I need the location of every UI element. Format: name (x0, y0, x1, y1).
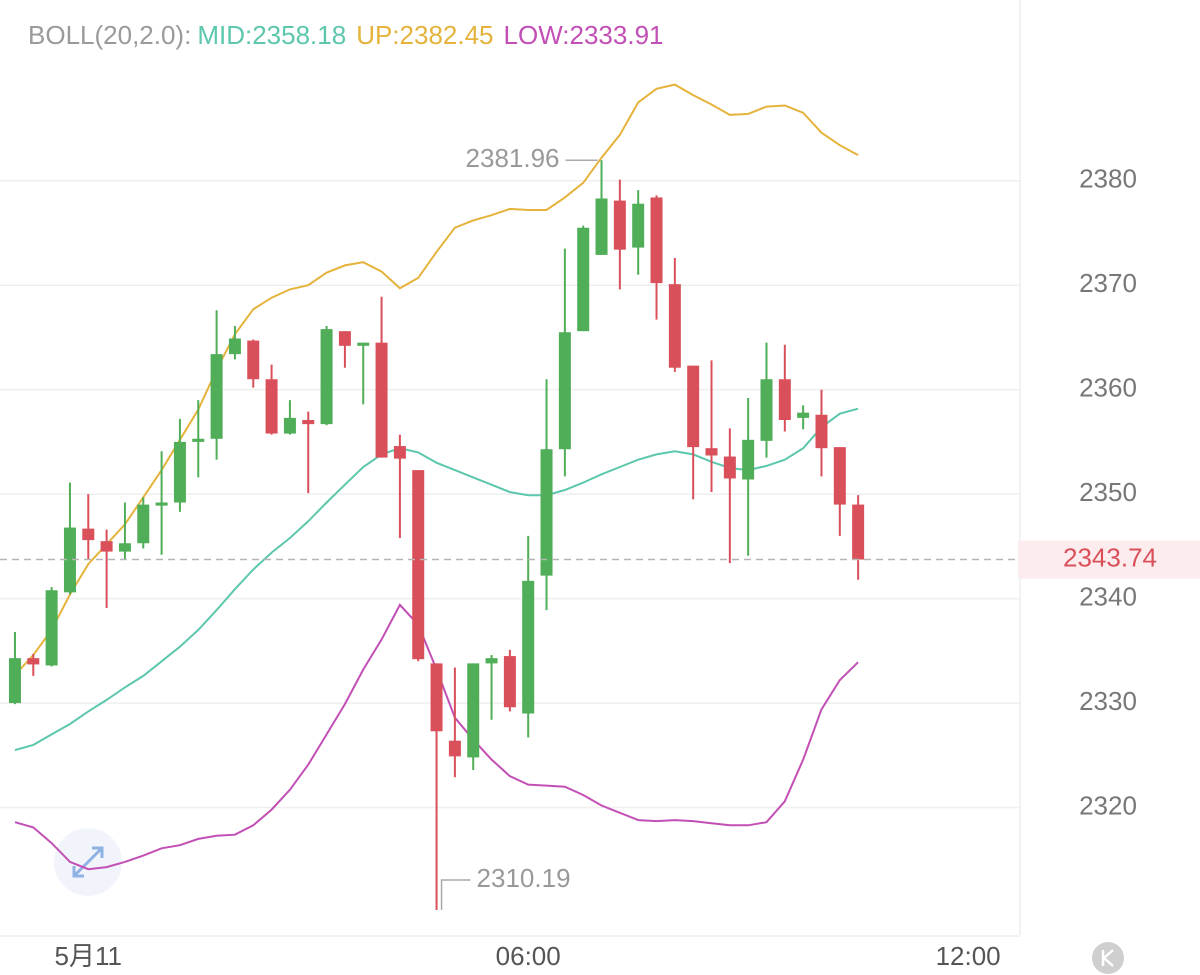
candle-body (650, 197, 663, 284)
expand-button[interactable] (54, 828, 122, 896)
candle-body (705, 448, 718, 456)
y-tick-label: 2320 (1079, 790, 1137, 820)
candle-body (320, 329, 333, 425)
candle-body (228, 338, 241, 355)
candle-body (430, 663, 443, 732)
candle-body (778, 379, 791, 420)
candle-body (577, 227, 590, 332)
candle-body (595, 198, 608, 255)
x-tick-label: 06:00 (496, 941, 561, 971)
y-tick-label: 2360 (1079, 373, 1137, 403)
candle-body (503, 656, 516, 708)
candle-body (210, 354, 223, 439)
candle-body (27, 658, 40, 665)
candle-body (467, 663, 480, 758)
k-button-bg[interactable] (1092, 942, 1124, 974)
candle-body (687, 365, 700, 448)
candle-body (265, 379, 278, 434)
candle-body (833, 447, 846, 505)
candle-body (192, 438, 205, 442)
candle-body (558, 332, 571, 450)
candle-body (797, 412, 810, 418)
indicator-name: BOLL(20,2.0): (28, 20, 191, 50)
candle-body (100, 541, 113, 552)
candle-body (393, 446, 406, 459)
expand-icon[interactable] (72, 846, 104, 878)
candle-body (668, 284, 681, 368)
candle-body (522, 580, 535, 714)
y-tick-label: 2370 (1079, 268, 1137, 298)
candle-body (82, 528, 95, 541)
k-icon[interactable] (1101, 949, 1114, 967)
plot (0, 83, 1020, 911)
candle-body (815, 414, 828, 449)
candle-body (45, 590, 58, 666)
candle-body (852, 504, 865, 560)
current-price-tag (1018, 540, 1200, 579)
candle-body (173, 441, 186, 503)
candle-body (8, 658, 21, 704)
y-tick-label: 2380 (1079, 164, 1137, 194)
candle-body (613, 200, 626, 250)
candle-body (338, 331, 351, 346)
legend-value: 2382.45 (400, 20, 494, 50)
x-tick-label: 5月11 (55, 941, 122, 971)
candle-body (118, 543, 131, 552)
candle-body (375, 342, 388, 458)
y-tick-label: 2330 (1079, 686, 1137, 716)
legend-value: 2358.18 (252, 20, 346, 50)
candle-body (723, 456, 736, 479)
annotation-leader (440, 879, 471, 911)
x-tick-label: 12:00 (936, 941, 1001, 971)
candle-body (155, 502, 168, 506)
candle-body (302, 419, 315, 425)
candle-body (485, 658, 498, 664)
legend-name: MID: (197, 20, 252, 50)
band-line (14, 407, 859, 752)
high-annotation: 2381.96 (466, 143, 560, 173)
candle-body (632, 203, 645, 248)
indicator-legend: BOLL(20,2.0): MID:2358.18 UP:2382.45 LOW:23… (28, 20, 663, 50)
candle-body (283, 417, 296, 434)
legend-value: 2333.91 (570, 20, 664, 50)
current-price-label: 2343.74 (1063, 542, 1157, 572)
y-tick-label: 2350 (1079, 477, 1137, 507)
candle-body (760, 379, 773, 441)
legend-name: LOW: (504, 20, 570, 50)
candle-body (137, 504, 150, 544)
candle-body (63, 527, 76, 593)
candle-body (247, 340, 260, 380)
candle-body (448, 740, 461, 757)
candle-body (540, 449, 553, 576)
band-line (14, 83, 859, 676)
k-button[interactable] (1092, 942, 1124, 974)
candle-body (742, 439, 755, 480)
candle-body (357, 342, 370, 346)
legend-name: UP: (356, 20, 399, 50)
y-tick-label: 2340 (1079, 581, 1137, 611)
low-annotation: 2310.19 (477, 863, 571, 893)
candle-body (412, 470, 425, 660)
